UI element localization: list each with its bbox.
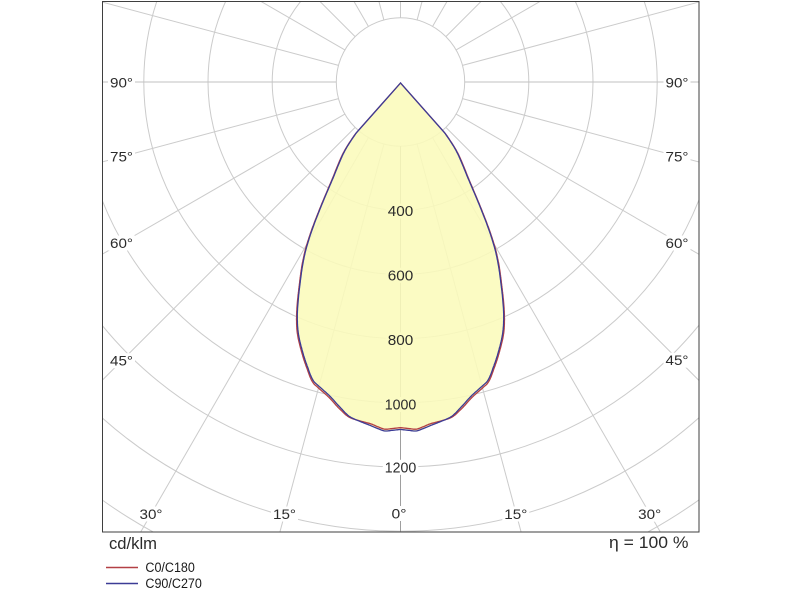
svg-text:C0/C180: C0/C180 [145,560,195,575]
svg-text:cd/klm: cd/klm [109,535,157,553]
svg-text:800: 800 [388,333,414,349]
svg-text:0°: 0° [392,506,407,522]
svg-text:1200: 1200 [385,460,417,476]
svg-text:30°: 30° [638,506,661,522]
svg-text:1000: 1000 [385,398,417,414]
svg-text:30°: 30° [140,506,163,522]
svg-text:90°: 90° [110,75,133,91]
svg-text:60°: 60° [666,235,689,251]
svg-text:45°: 45° [666,352,689,368]
svg-text:90°: 90° [666,75,689,91]
svg-text:75°: 75° [110,149,133,165]
svg-text:600: 600 [388,268,414,284]
svg-text:C90/C270: C90/C270 [145,576,202,591]
svg-text:60°: 60° [110,235,133,251]
svg-text:75°: 75° [666,149,689,165]
svg-text:15°: 15° [273,506,296,522]
svg-text:400: 400 [388,204,414,220]
svg-text:15°: 15° [504,506,527,522]
svg-text:η = 100 %: η = 100 % [609,533,689,552]
svg-text:45°: 45° [110,353,133,369]
